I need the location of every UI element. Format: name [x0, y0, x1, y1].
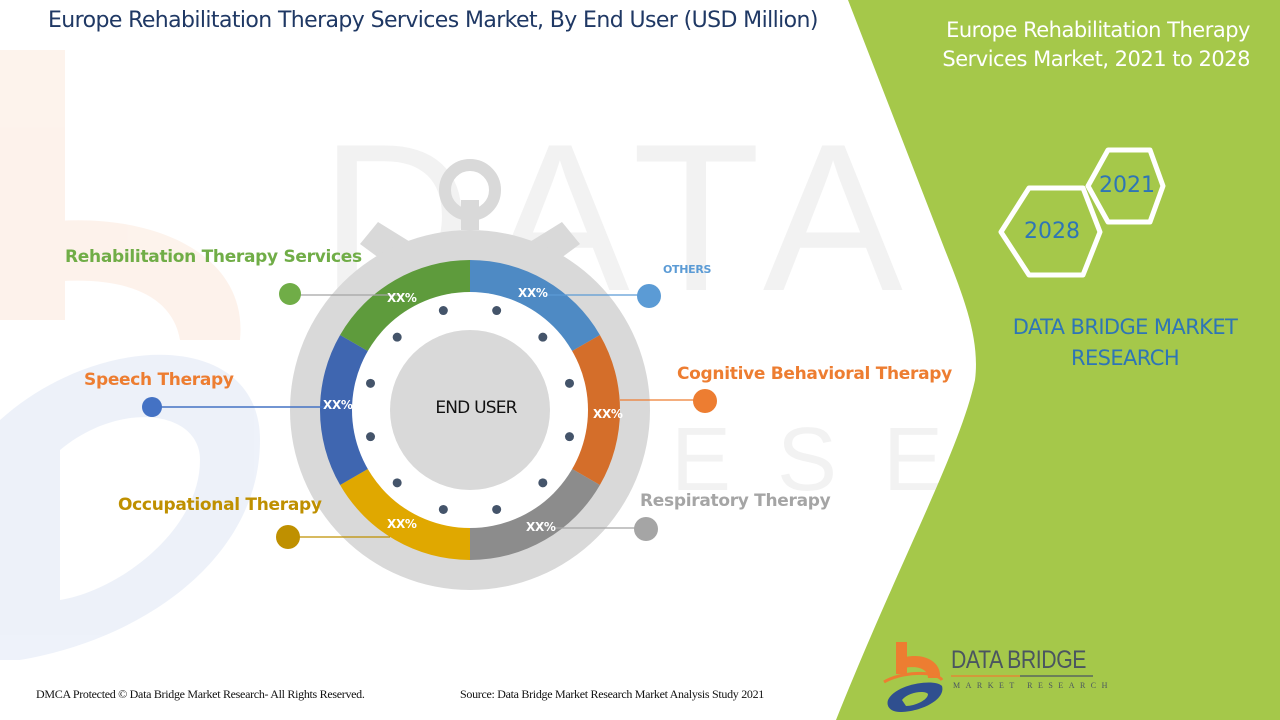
center-label: END USER	[435, 398, 517, 418]
pct-rehabilitation: XX%	[387, 291, 417, 305]
label-speech-therapy: Speech Therapy	[84, 370, 234, 390]
watermark-logo	[0, 50, 260, 660]
green-side-panel	[836, 0, 1280, 720]
tick-dot	[492, 306, 502, 316]
connectors	[142, 283, 717, 549]
dot-others	[637, 284, 661, 308]
chart-title: Europe Rehabilitation Therapy Services M…	[48, 8, 818, 33]
segment-arc	[320, 335, 369, 485]
brand-line-1: DATA BRIDGE MARKET	[1012, 315, 1238, 339]
side-panel-title: Europe Rehabilitation Therapy Services M…	[890, 16, 1250, 74]
dot-respiratory	[634, 517, 658, 541]
tick-dot	[564, 432, 574, 442]
tick-dot	[564, 378, 574, 388]
tick-dot	[366, 432, 376, 442]
tick-dot	[392, 332, 402, 342]
year-2028-label: 2028	[1024, 219, 1080, 244]
segment-arc	[571, 335, 620, 485]
tick-dot	[492, 504, 502, 514]
tick-dot	[538, 332, 548, 342]
center-hub	[390, 330, 550, 490]
segment-arc	[340, 260, 470, 352]
brand-line-2: RESEARCH	[1070, 346, 1180, 370]
label-cognitive-behavioral-therapy: Cognitive Behavioral Therapy	[677, 364, 952, 384]
year-2021-label: 2021	[1099, 173, 1155, 198]
side-title-line-1: Europe Rehabilitation Therapy	[946, 18, 1250, 42]
brand-text: DATA BRIDGE MARKET RESEARCH	[985, 312, 1265, 374]
segment-arc	[470, 468, 600, 560]
logo-text-sub: MARKET RESEARCH	[953, 681, 1113, 690]
pct-cognitive: XX%	[593, 407, 623, 421]
dial-tick-dots	[366, 306, 574, 514]
logo-text-main: DATA BRIDGE	[951, 646, 1087, 674]
tick-dot	[538, 478, 548, 488]
segment-ring	[320, 260, 620, 560]
label-others: OTHERS	[663, 263, 712, 276]
footer-source: Source: Data Bridge Market Research Mark…	[460, 687, 764, 701]
tick-dot	[438, 504, 448, 514]
pct-respiratory: XX%	[526, 520, 556, 534]
pct-speech: XX%	[323, 398, 353, 412]
tick-dot	[438, 306, 448, 316]
tick-dot	[366, 378, 376, 388]
dot-cognitive	[693, 389, 717, 413]
segment-arc	[340, 468, 470, 560]
label-respiratory-therapy: Respiratory Therapy	[640, 491, 831, 511]
side-title-line-2: Services Market, 2021 to 2028	[942, 47, 1250, 71]
stopwatch-stem	[461, 200, 479, 230]
label-occupational-therapy: Occupational Therapy	[118, 495, 322, 515]
dot-rehabilitation	[279, 283, 301, 305]
pct-others: XX%	[518, 286, 548, 300]
tick-dot	[392, 478, 402, 488]
pct-occupational: XX%	[387, 517, 417, 531]
dot-speech	[142, 397, 162, 417]
segment-arc	[470, 260, 600, 352]
footer-copyright: DMCA Protected © Data Bridge Market Rese…	[36, 687, 365, 701]
dot-occupational	[276, 525, 300, 549]
label-rehabilitation-therapy-services: Rehabilitation Therapy Services	[65, 247, 362, 267]
